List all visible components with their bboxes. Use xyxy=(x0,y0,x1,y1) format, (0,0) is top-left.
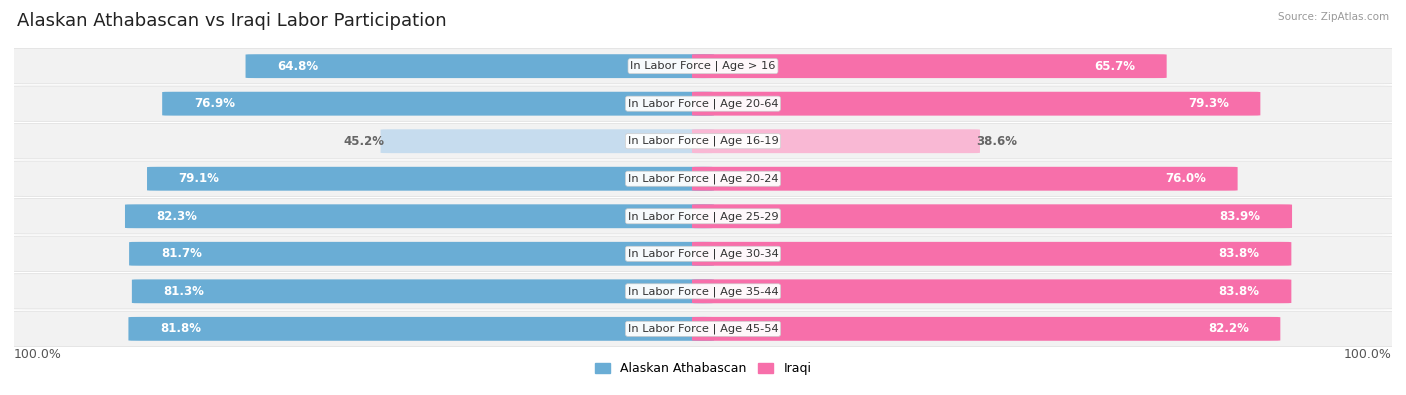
Text: 83.8%: 83.8% xyxy=(1219,285,1260,298)
FancyBboxPatch shape xyxy=(11,199,1395,234)
Text: In Labor Force | Age 35-44: In Labor Force | Age 35-44 xyxy=(627,286,779,297)
Text: In Labor Force | Age 45-54: In Labor Force | Age 45-54 xyxy=(627,324,779,334)
FancyBboxPatch shape xyxy=(11,49,1395,84)
Text: 82.3%: 82.3% xyxy=(156,210,198,223)
FancyBboxPatch shape xyxy=(692,129,980,153)
FancyBboxPatch shape xyxy=(11,124,1395,159)
FancyBboxPatch shape xyxy=(692,54,1167,78)
Text: 76.9%: 76.9% xyxy=(194,97,235,110)
FancyBboxPatch shape xyxy=(692,167,1237,191)
Text: 81.3%: 81.3% xyxy=(163,285,204,298)
FancyBboxPatch shape xyxy=(11,161,1395,196)
FancyBboxPatch shape xyxy=(11,236,1395,271)
Text: 38.6%: 38.6% xyxy=(976,135,1017,148)
FancyBboxPatch shape xyxy=(692,204,1292,228)
Text: In Labor Force | Age 30-34: In Labor Force | Age 30-34 xyxy=(627,248,779,259)
FancyBboxPatch shape xyxy=(128,317,714,341)
Text: 64.8%: 64.8% xyxy=(277,60,318,73)
FancyBboxPatch shape xyxy=(129,242,714,266)
Text: 83.8%: 83.8% xyxy=(1219,247,1260,260)
FancyBboxPatch shape xyxy=(11,274,1395,309)
FancyBboxPatch shape xyxy=(692,317,1281,341)
Text: Source: ZipAtlas.com: Source: ZipAtlas.com xyxy=(1278,12,1389,22)
FancyBboxPatch shape xyxy=(125,204,714,228)
Text: 79.3%: 79.3% xyxy=(1188,97,1229,110)
FancyBboxPatch shape xyxy=(11,86,1395,121)
Text: In Labor Force | Age 25-29: In Labor Force | Age 25-29 xyxy=(627,211,779,222)
Text: 65.7%: 65.7% xyxy=(1094,60,1135,73)
Text: 81.8%: 81.8% xyxy=(160,322,201,335)
Text: 76.0%: 76.0% xyxy=(1166,172,1206,185)
FancyBboxPatch shape xyxy=(246,54,714,78)
Text: Alaskan Athabascan vs Iraqi Labor Participation: Alaskan Athabascan vs Iraqi Labor Partic… xyxy=(17,12,447,30)
Text: 79.1%: 79.1% xyxy=(179,172,219,185)
Text: 45.2%: 45.2% xyxy=(343,135,385,148)
FancyBboxPatch shape xyxy=(381,129,714,153)
FancyBboxPatch shape xyxy=(148,167,714,191)
Text: In Labor Force | Age 16-19: In Labor Force | Age 16-19 xyxy=(627,136,779,147)
FancyBboxPatch shape xyxy=(692,242,1291,266)
Text: In Labor Force | Age > 16: In Labor Force | Age > 16 xyxy=(630,61,776,71)
FancyBboxPatch shape xyxy=(162,92,714,116)
Text: 100.0%: 100.0% xyxy=(1344,348,1392,361)
FancyBboxPatch shape xyxy=(692,279,1291,303)
Text: 81.7%: 81.7% xyxy=(160,247,201,260)
Text: In Labor Force | Age 20-24: In Labor Force | Age 20-24 xyxy=(627,173,779,184)
Text: 82.2%: 82.2% xyxy=(1208,322,1249,335)
FancyBboxPatch shape xyxy=(132,279,714,303)
Legend: Alaskan Athabascan, Iraqi: Alaskan Athabascan, Iraqi xyxy=(589,357,817,380)
FancyBboxPatch shape xyxy=(11,311,1395,346)
FancyBboxPatch shape xyxy=(692,92,1260,116)
Text: 100.0%: 100.0% xyxy=(14,348,62,361)
Text: In Labor Force | Age 20-64: In Labor Force | Age 20-64 xyxy=(627,98,779,109)
Text: 83.9%: 83.9% xyxy=(1219,210,1260,223)
